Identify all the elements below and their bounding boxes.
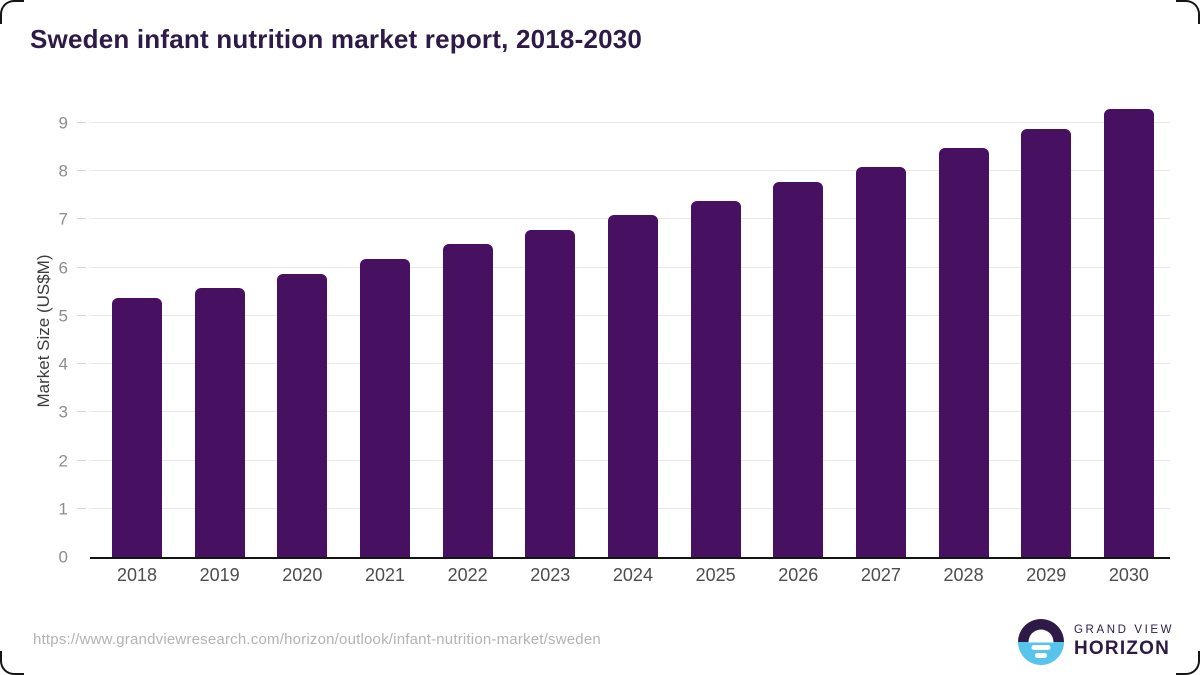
frame-corner-top-right xyxy=(1176,0,1200,24)
y-tick-label-0: 0 xyxy=(58,547,68,567)
bar-2022[interactable] xyxy=(442,244,493,557)
x-tick-label-2018: 2018 xyxy=(116,565,158,585)
x-tick-label-2024: 2024 xyxy=(612,565,653,585)
logo-text: GRAND VIEW HORIZON xyxy=(1074,624,1174,660)
bar-2020[interactable] xyxy=(277,274,328,557)
x-tick-label-2022: 2022 xyxy=(447,565,488,585)
bar-2030[interactable] xyxy=(1103,108,1154,557)
x-tick-label-2019: 2019 xyxy=(199,565,240,585)
x-tick-label-2028: 2028 xyxy=(943,565,984,585)
y-tick-mark-2 xyxy=(77,459,86,461)
x-tick-label-2020: 2020 xyxy=(282,565,323,585)
gridline-8 xyxy=(90,170,1170,172)
gridline-9 xyxy=(90,121,1170,123)
y-tick-mark-3 xyxy=(77,411,86,413)
logo-line2: HORIZON xyxy=(1074,637,1171,659)
x-tick-label-2025: 2025 xyxy=(695,565,736,585)
grand-view-horizon-logo: GRAND VIEW HORIZON xyxy=(1018,619,1174,665)
x-axis-labels: 2018 2019 2020 2021 2022 2023 2024 2025 2026 2027… xyxy=(90,565,1170,586)
bar-2029[interactable] xyxy=(1021,129,1072,557)
y-tick-mark-4 xyxy=(77,363,86,365)
y-tick-label-5: 5 xyxy=(58,306,68,326)
y-tick-label-2: 2 xyxy=(58,451,68,471)
source-url: https://www.grandviewresearch.com/horizo… xyxy=(33,631,601,648)
bar-2019[interactable] xyxy=(194,288,245,557)
x-tick-label-2023: 2023 xyxy=(530,565,571,585)
frame-corner-top-left xyxy=(0,0,24,24)
bar-2021[interactable] xyxy=(359,258,410,557)
bar-2023[interactable] xyxy=(525,229,576,557)
bar-2018[interactable] xyxy=(112,297,162,557)
y-axis-title: Market Size (US$M) xyxy=(34,254,53,408)
bar-2025[interactable] xyxy=(690,201,741,557)
reflection-bar-1 xyxy=(1031,645,1051,650)
y-tick-mark-9 xyxy=(77,121,86,123)
x-tick-label-2027: 2027 xyxy=(860,565,901,585)
plot-area: 0 1 2 3 4 5 6 7 8 9 xyxy=(59,105,1170,566)
y-tick-mark-1 xyxy=(77,507,86,509)
reflection-bar-2 xyxy=(1035,653,1047,658)
logo-line1: GRAND VIEW xyxy=(1074,624,1175,637)
y-tick-mark-7 xyxy=(77,218,86,220)
chart-title: Sweden infant nutrition market report, 2… xyxy=(30,24,643,54)
y-tick-label-8: 8 xyxy=(58,161,68,181)
x-tick-label-2021: 2021 xyxy=(364,565,405,585)
x-tick-label-2026: 2026 xyxy=(778,565,819,585)
x-tick-label-2030: 2030 xyxy=(1108,565,1149,585)
y-tick-mark-8 xyxy=(77,170,86,172)
horizon-sunrise-icon xyxy=(1018,619,1064,665)
y-tick-label-4: 4 xyxy=(58,354,68,374)
y-tick-label-3: 3 xyxy=(58,402,68,422)
y-tick-label-1: 1 xyxy=(58,499,68,519)
sun-shape xyxy=(1028,629,1054,642)
frame-corner-bottom-right xyxy=(1176,651,1200,675)
y-tick-label-6: 6 xyxy=(58,258,68,278)
bar-2026[interactable] xyxy=(773,181,824,557)
y-tick-label-9: 9 xyxy=(58,113,68,133)
bar-2027[interactable] xyxy=(855,167,906,557)
y-tick-label-7: 7 xyxy=(58,209,68,229)
x-tick-label-2029: 2029 xyxy=(1026,565,1067,585)
frame-corner-bottom-left xyxy=(0,651,24,675)
bars-row xyxy=(90,105,1170,557)
bar-2028[interactable] xyxy=(938,148,989,557)
y-tick-mark-5 xyxy=(77,314,86,316)
bar-2024[interactable] xyxy=(607,215,658,557)
y-tick-mark-6 xyxy=(77,266,86,268)
